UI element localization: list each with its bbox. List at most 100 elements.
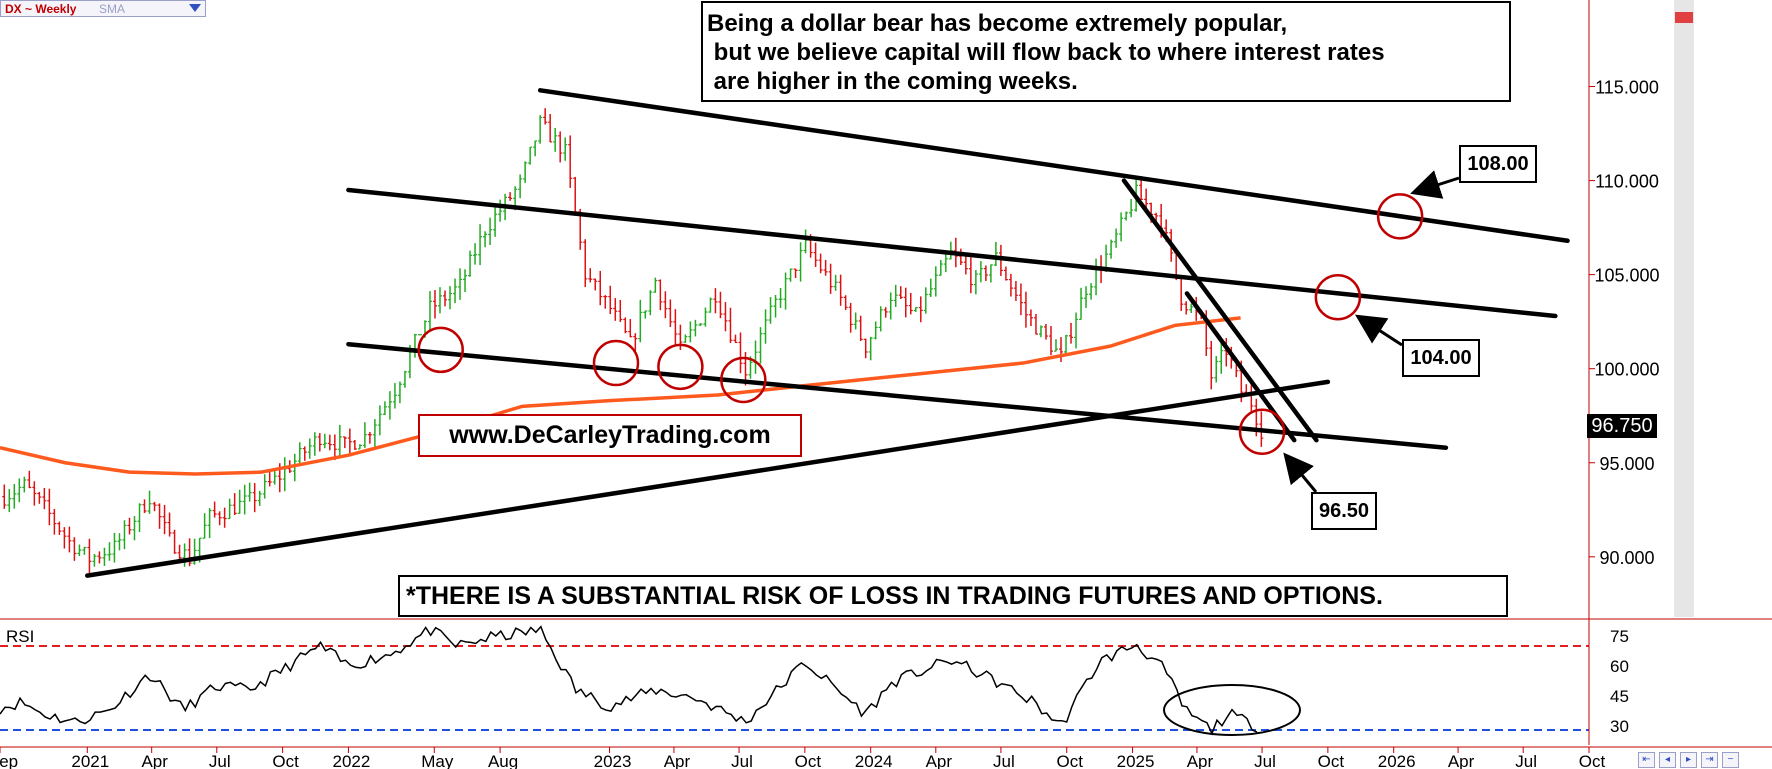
price-bar [362, 422, 367, 448]
time-tick-label: Apr [141, 752, 168, 769]
time-tick-label: Jul [731, 752, 753, 769]
sma-line [0, 316, 1241, 476]
price-bar [127, 517, 132, 535]
price-bar [352, 439, 357, 451]
support-circle [1238, 408, 1286, 455]
price-bar [212, 501, 217, 518]
price-bar [458, 268, 463, 300]
time-tick-label: 2023 [594, 752, 632, 769]
price-bar [608, 285, 613, 315]
price-bar [1033, 314, 1038, 335]
price-bar [873, 321, 878, 340]
price-bar [753, 340, 758, 374]
website-label: www.DeCarleyTrading.com [418, 414, 802, 457]
price-bar [868, 336, 873, 361]
price-bar [162, 504, 167, 535]
sma-layer [0, 316, 1241, 476]
price-bar [402, 370, 407, 388]
price-bar [47, 488, 52, 526]
price-bar [1059, 337, 1064, 363]
time-tick-label: May [421, 752, 454, 769]
price-bar [1189, 303, 1194, 313]
price-bar [858, 315, 863, 341]
rsi-tick-label: 75 [1610, 627, 1629, 646]
previous-bar-button[interactable]: ◂ [1659, 752, 1676, 768]
time-tick-label: Apr [1187, 752, 1214, 769]
price-bar [793, 268, 798, 278]
price-bar [673, 309, 678, 345]
arrows-layer [1283, 170, 1460, 493]
price-bar [1008, 273, 1013, 297]
vertical-scrollbar[interactable] [1674, 0, 1694, 617]
price-bar [1109, 239, 1114, 259]
target-arrow [1355, 314, 1403, 347]
price-bar [628, 319, 633, 338]
price-bar [372, 419, 377, 448]
price-bar [1114, 228, 1119, 248]
price-bar [573, 176, 578, 213]
headline-note: Being a dollar bear has become extremely… [701, 1, 1511, 102]
price-bar [1043, 324, 1048, 340]
price-bar [658, 279, 663, 311]
time-tick-label: Jul [993, 752, 1015, 769]
price-bar [92, 553, 97, 567]
price-bar [583, 239, 588, 288]
chart-navigation: ⇤ ◂ ▸ ⇥ − [1638, 749, 1772, 768]
support-circles-layer [417, 193, 1424, 455]
price-bar [1013, 280, 1018, 301]
price-bar [943, 252, 948, 273]
price-bar [778, 288, 783, 308]
price-bar [508, 192, 513, 201]
price-bar [337, 424, 342, 459]
price-bar [1023, 291, 1028, 328]
price-bar [1094, 258, 1099, 296]
price-bar [798, 242, 803, 282]
first-bar-button[interactable]: ⇤ [1638, 752, 1655, 768]
price-bar [1048, 326, 1053, 356]
price-bar [863, 338, 868, 359]
support-circle [657, 343, 704, 391]
price-bar [818, 253, 823, 274]
price-bar [272, 470, 277, 485]
price-bar [648, 290, 653, 316]
price-bar [653, 277, 658, 293]
price-bar [312, 432, 317, 456]
price-bar [327, 434, 332, 451]
time-tick-label: Oct [1056, 752, 1083, 769]
price-bar [1129, 198, 1134, 218]
price-bar [638, 299, 643, 343]
trendline [537, 88, 1570, 244]
price-bar [888, 292, 893, 320]
price-bar [22, 476, 27, 493]
price-bar [738, 332, 743, 374]
time-tick-label: 2025 [1117, 752, 1155, 769]
scroll-buttons-icon[interactable] [1675, 12, 1693, 23]
price-bar [342, 436, 347, 449]
price-bar [227, 498, 232, 520]
last-bar-button[interactable]: ⇥ [1701, 752, 1718, 768]
next-bar-button[interactable]: ▸ [1680, 752, 1697, 768]
price-bar [52, 508, 57, 535]
price-bar [498, 199, 503, 222]
price-bar [733, 334, 738, 344]
price-bar [202, 513, 207, 539]
price-bar [883, 307, 888, 318]
time-tick-label: Jul [1254, 752, 1276, 769]
price-bar [448, 286, 453, 310]
price-tick-label: 105.000 [1594, 266, 1659, 286]
price-bar [1003, 266, 1008, 281]
price-bar [82, 546, 87, 555]
symbol-legend[interactable]: DX ~ Weekly SMA [0, 0, 206, 17]
price-bar [412, 333, 417, 358]
price-bar [37, 491, 42, 504]
indicator-name: SMA [99, 2, 126, 16]
zoom-out-button[interactable]: − [1722, 752, 1739, 768]
support-circle [1376, 193, 1424, 240]
price-bar [57, 521, 62, 535]
price-bar [367, 431, 372, 444]
price-bar [718, 291, 723, 319]
chevron-down-icon[interactable] [189, 4, 201, 12]
price-bar [1069, 322, 1074, 344]
price-bar [983, 265, 988, 281]
price-bar [1144, 188, 1149, 210]
